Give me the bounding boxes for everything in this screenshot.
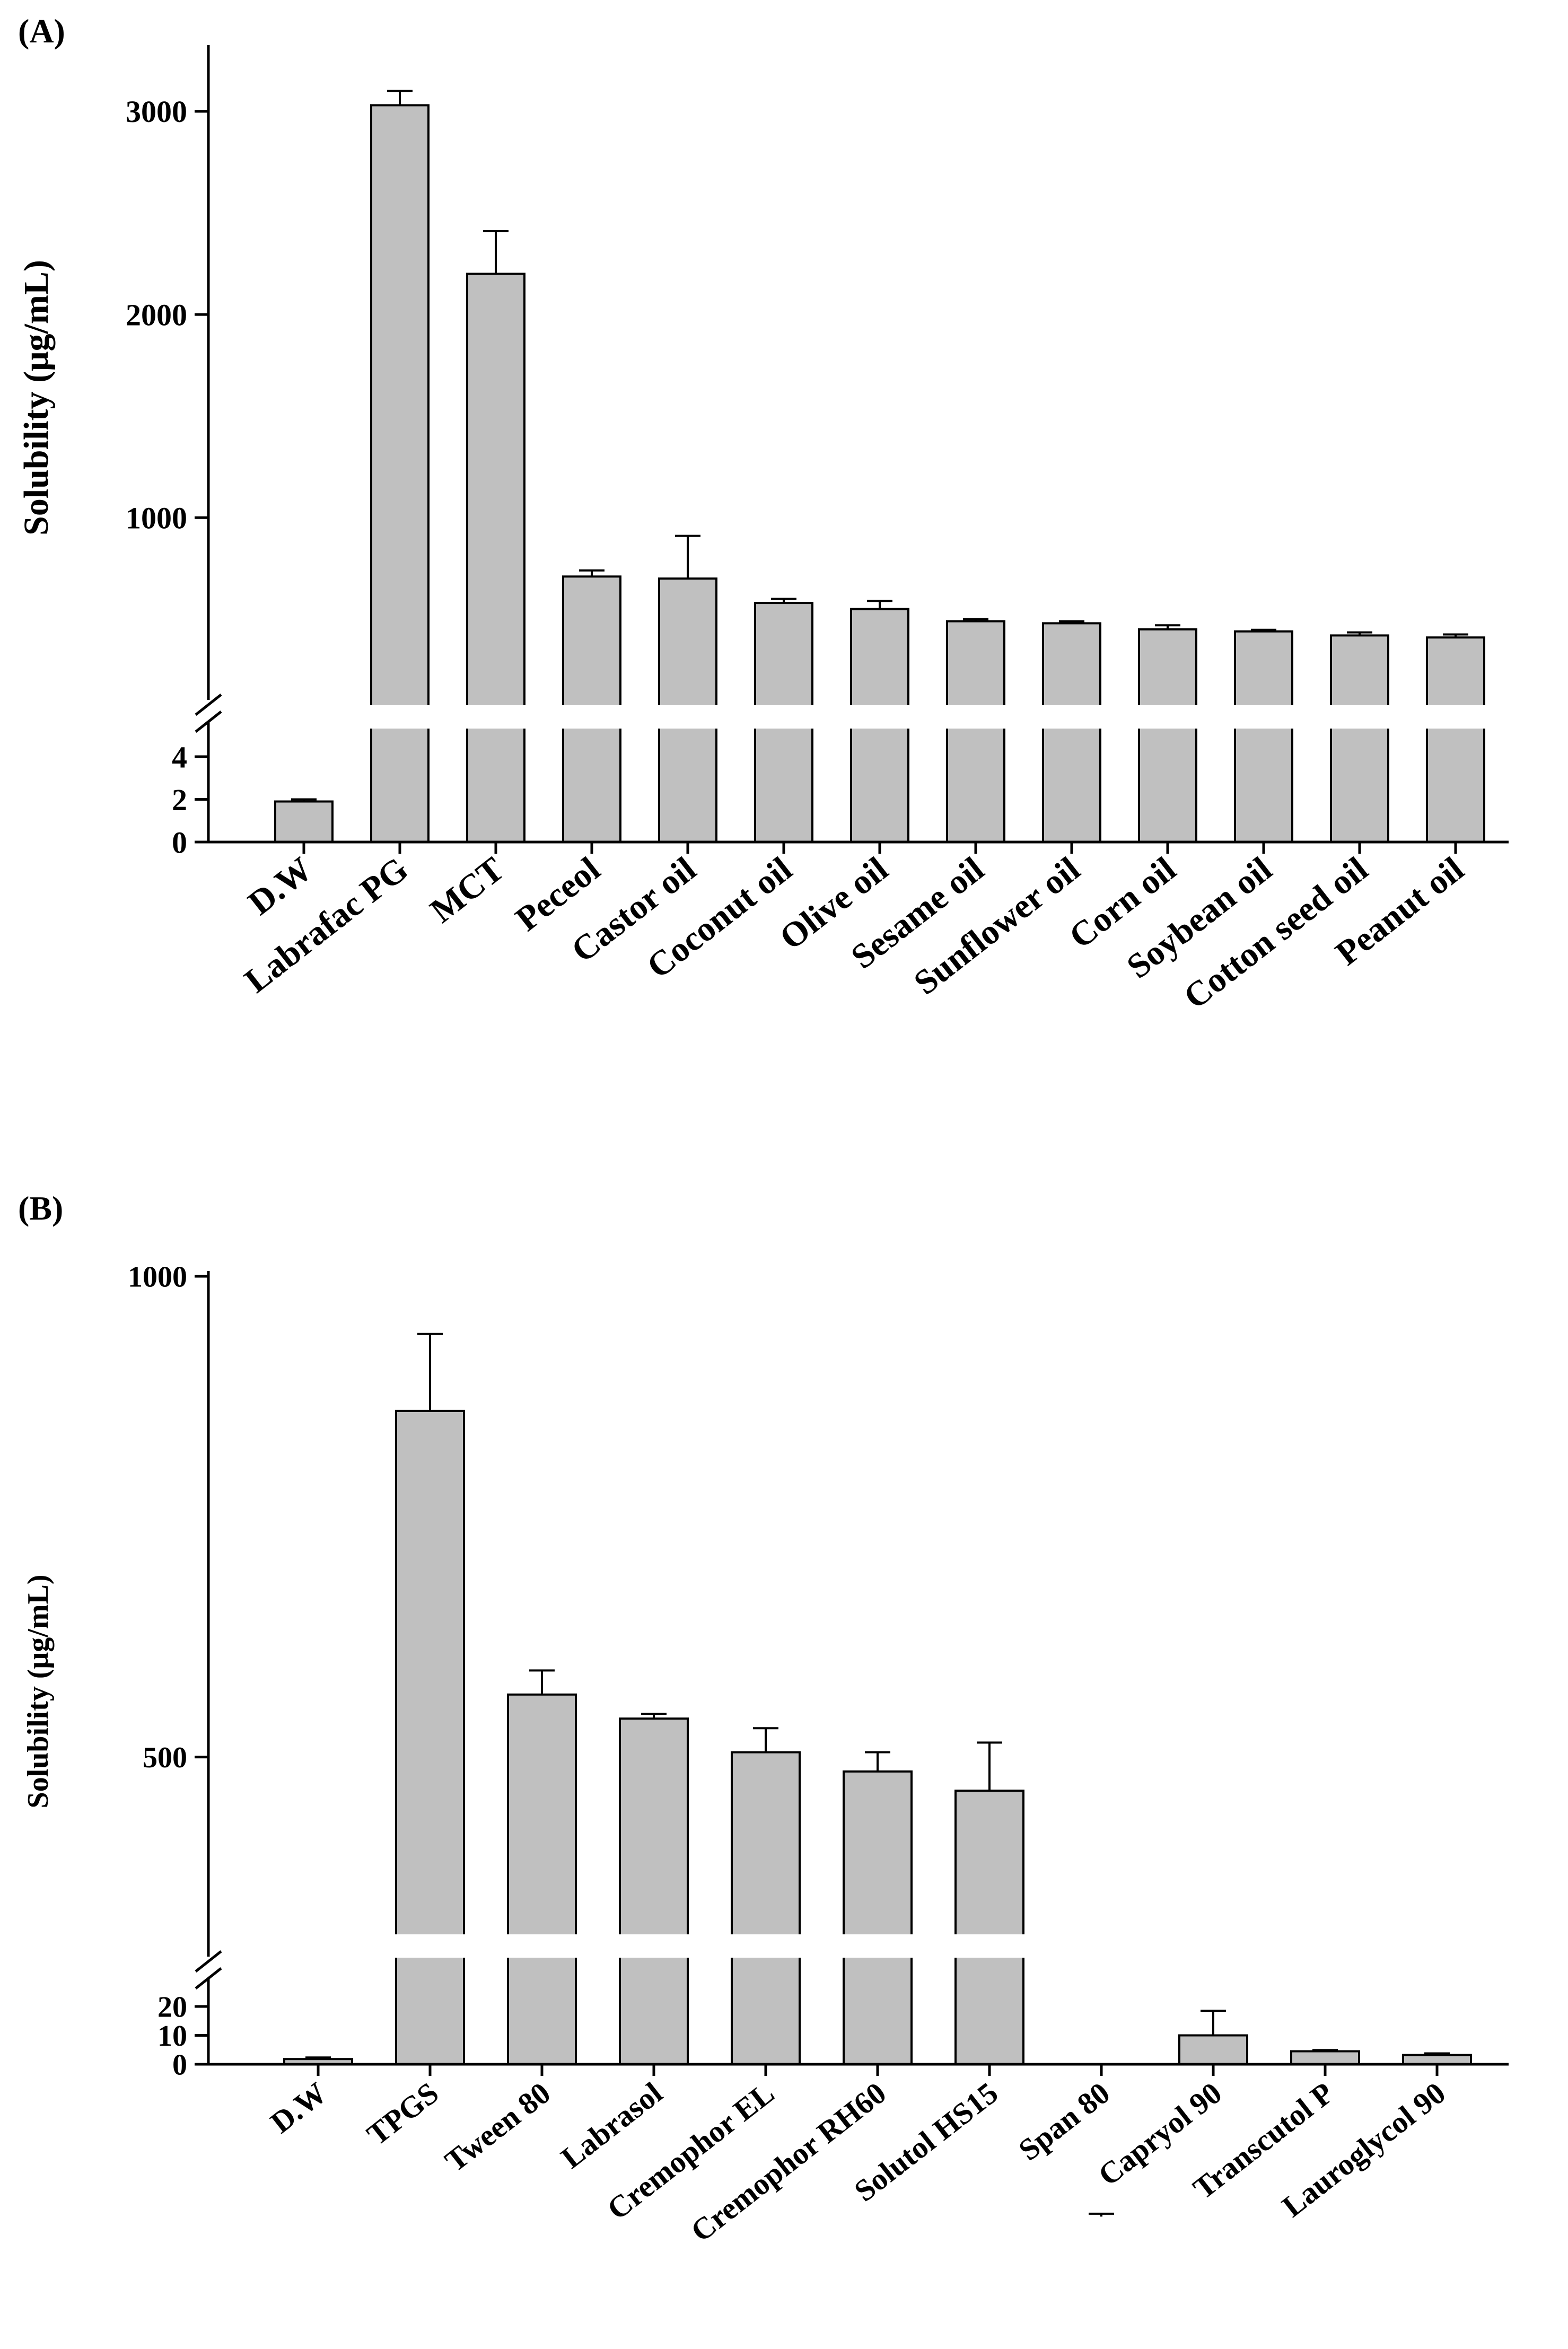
- bar-5: [843, 1770, 913, 2065]
- bar-2: [507, 1693, 577, 2065]
- bar-10: [1234, 630, 1293, 844]
- y-tick-label-3: 1000: [126, 501, 187, 535]
- y-tick-label-3: 500: [143, 1741, 187, 1774]
- axis-break-gap-8: [1041, 705, 1102, 729]
- axis-break-gap-2: [506, 1934, 578, 1958]
- bar-1: [395, 1409, 465, 2066]
- bar-7: [946, 620, 1005, 844]
- x-tick-label-0: D.W: [264, 2075, 333, 2140]
- axis-break-mark-upper: [195, 694, 222, 716]
- bar-6: [954, 1790, 1024, 2065]
- bar-8: [1042, 622, 1101, 843]
- axis-break-gap-11: [1329, 705, 1390, 729]
- axis-break-gap-4: [657, 705, 719, 729]
- bar-0: [274, 800, 334, 844]
- axis-break-gap-7: [945, 705, 1006, 729]
- x-tick-label-2: Tween 80: [439, 2075, 557, 2178]
- axis-break-gap-10: [1233, 705, 1294, 729]
- axis-break-gap-1: [394, 1934, 466, 1958]
- bar-1: [370, 104, 430, 844]
- x-tick-label-7: Span 80: [1012, 2075, 1116, 2167]
- axis-break-gap-5: [753, 705, 814, 729]
- y-tick-label-2: 4: [172, 740, 187, 774]
- axis-break-gap-9: [1137, 705, 1198, 729]
- y-tick-label-1: 10: [157, 2020, 187, 2053]
- x-tick-label-0: D.W: [241, 849, 320, 923]
- bar-3: [619, 1717, 689, 2065]
- axis-break-gap-6: [953, 1934, 1026, 1958]
- axis-break-gap-3: [561, 705, 623, 729]
- bar-8: [1178, 2034, 1248, 2065]
- axis-break-mark-lower: [195, 1967, 222, 1989]
- bar-2: [466, 273, 525, 843]
- y-tick-label-0: 0: [172, 825, 187, 860]
- panel-title: (B): [18, 1189, 63, 1227]
- bar-9: [1290, 2050, 1360, 2066]
- axis-break-gap-2: [465, 705, 527, 729]
- bar-4: [731, 1751, 801, 2066]
- axis-break-gap-5: [842, 1934, 914, 1958]
- y-tick-label-2: 20: [157, 1991, 187, 2024]
- axis-break-gap-4: [730, 1934, 802, 1958]
- bar-12: [1426, 636, 1485, 843]
- bar-9: [1138, 628, 1197, 843]
- y-tick-label-1: 2: [172, 783, 187, 817]
- axis-break-gap-12: [1425, 705, 1486, 729]
- bar-11: [1330, 634, 1389, 844]
- panel-title: (A): [18, 12, 65, 50]
- x-tick-label-2: MCT: [423, 849, 511, 930]
- axis-break-mark-lower: [195, 711, 222, 733]
- y-axis-label: Solubility (μg/mL): [22, 1575, 55, 1809]
- x-tick-label-5: Cremophor RH60: [684, 2075, 892, 2249]
- bar-10: [1402, 2054, 1472, 2066]
- y-tick-label-4: 1000: [128, 1261, 187, 1294]
- x-tick-label-8: Sunflower oil: [907, 849, 1087, 1002]
- axis-break-gap-1: [369, 705, 431, 729]
- y-tick-label-5: 3000: [126, 94, 187, 129]
- x-tick-label-1: Labrafac PG: [238, 849, 415, 1000]
- axis-break-mark-upper: [195, 1950, 222, 1973]
- x-tick-label-1: TPGS: [361, 2075, 445, 2152]
- y-axis-label: Solubility (μg/mL): [17, 260, 56, 536]
- axis-break-gap-6: [849, 705, 910, 729]
- y-tick-label-4: 2000: [126, 297, 187, 332]
- axis-break-gap-3: [618, 1934, 690, 1958]
- y-tick-label-0: 0: [172, 2049, 187, 2082]
